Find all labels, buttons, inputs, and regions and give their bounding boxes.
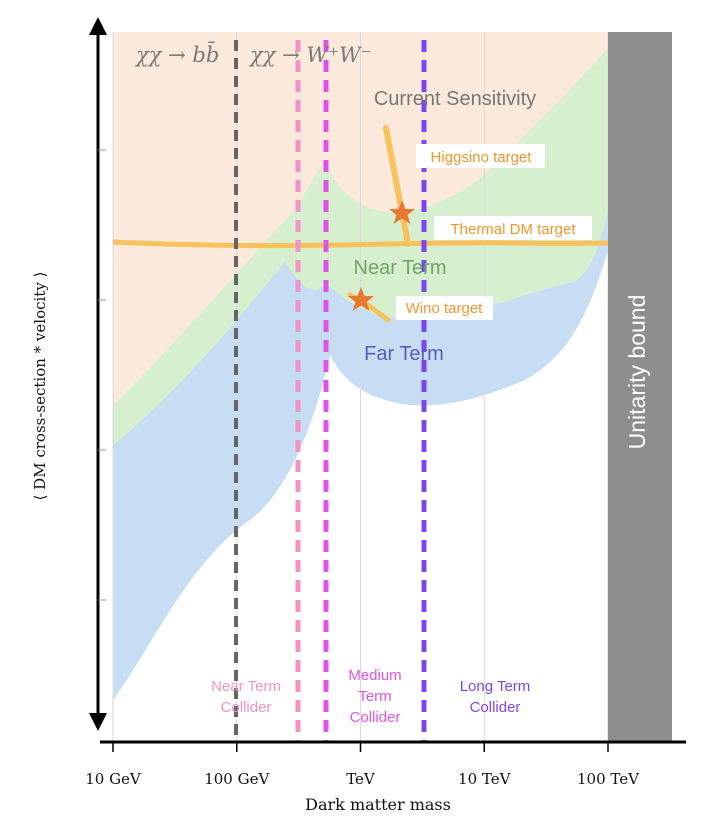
x-tick-label-3: 10 TeV — [458, 770, 512, 788]
unitarity-bound-label: Unitarity bound — [624, 295, 650, 450]
wino-target-label: Wino target — [406, 300, 484, 317]
x-tick-label-1: 100 GeV — [204, 770, 270, 788]
collider-near-line2: Collider — [221, 699, 272, 716]
higgsino-label-box — [416, 144, 545, 168]
thermal-dm-target-label: Thermal DM target — [450, 221, 576, 238]
x-tick-label-4: 100 TeV — [577, 770, 640, 788]
y-minor-ticks — [98, 149, 106, 601]
x-tick-label-2: TeV — [346, 770, 376, 788]
x-ticks: 10 GeV 100 GeV TeV 10 TeV 100 TeV — [85, 742, 640, 788]
collider-label-near-term: Near Term Collider — [211, 678, 281, 716]
channel-label-ww: χχ → W⁺W⁻ — [248, 43, 372, 67]
region-label-near-term: Near Term — [354, 257, 447, 279]
thermal-label-box — [434, 216, 592, 240]
collider-medium-line1: Medium — [348, 667, 401, 684]
region-label-far-term: Far Term — [364, 343, 444, 365]
band-thermal-dm — [112, 239, 609, 249]
collider-medium-line2: Term — [358, 688, 391, 705]
collider-near-line1: Near Term — [211, 678, 281, 695]
channel-label-bb: χχ → bb̄ — [134, 41, 219, 67]
collider-label-long-term: Long Term Collider — [460, 678, 531, 716]
x-tick-label-0: 10 GeV — [85, 770, 142, 788]
y-axis-label: ⟨ DM cross-section * velocity ⟩ — [31, 272, 49, 501]
higgsino-star-icon — [389, 200, 415, 224]
region-label-current-sensitivity: Current Sensitivity — [374, 88, 536, 110]
collider-long-line2: Collider — [470, 699, 521, 716]
collider-label-medium-term: Medium Term Collider — [348, 667, 401, 726]
higgsino-target-label: Higgsino target — [431, 149, 533, 166]
wino-label-box — [396, 296, 493, 320]
x-axis-label: Dark matter mass — [305, 795, 451, 814]
collider-medium-line3: Collider — [350, 709, 401, 726]
wino-star-icon — [348, 287, 374, 311]
collider-long-line1: Long Term — [460, 678, 531, 695]
unitarity-bound-region — [608, 32, 672, 742]
